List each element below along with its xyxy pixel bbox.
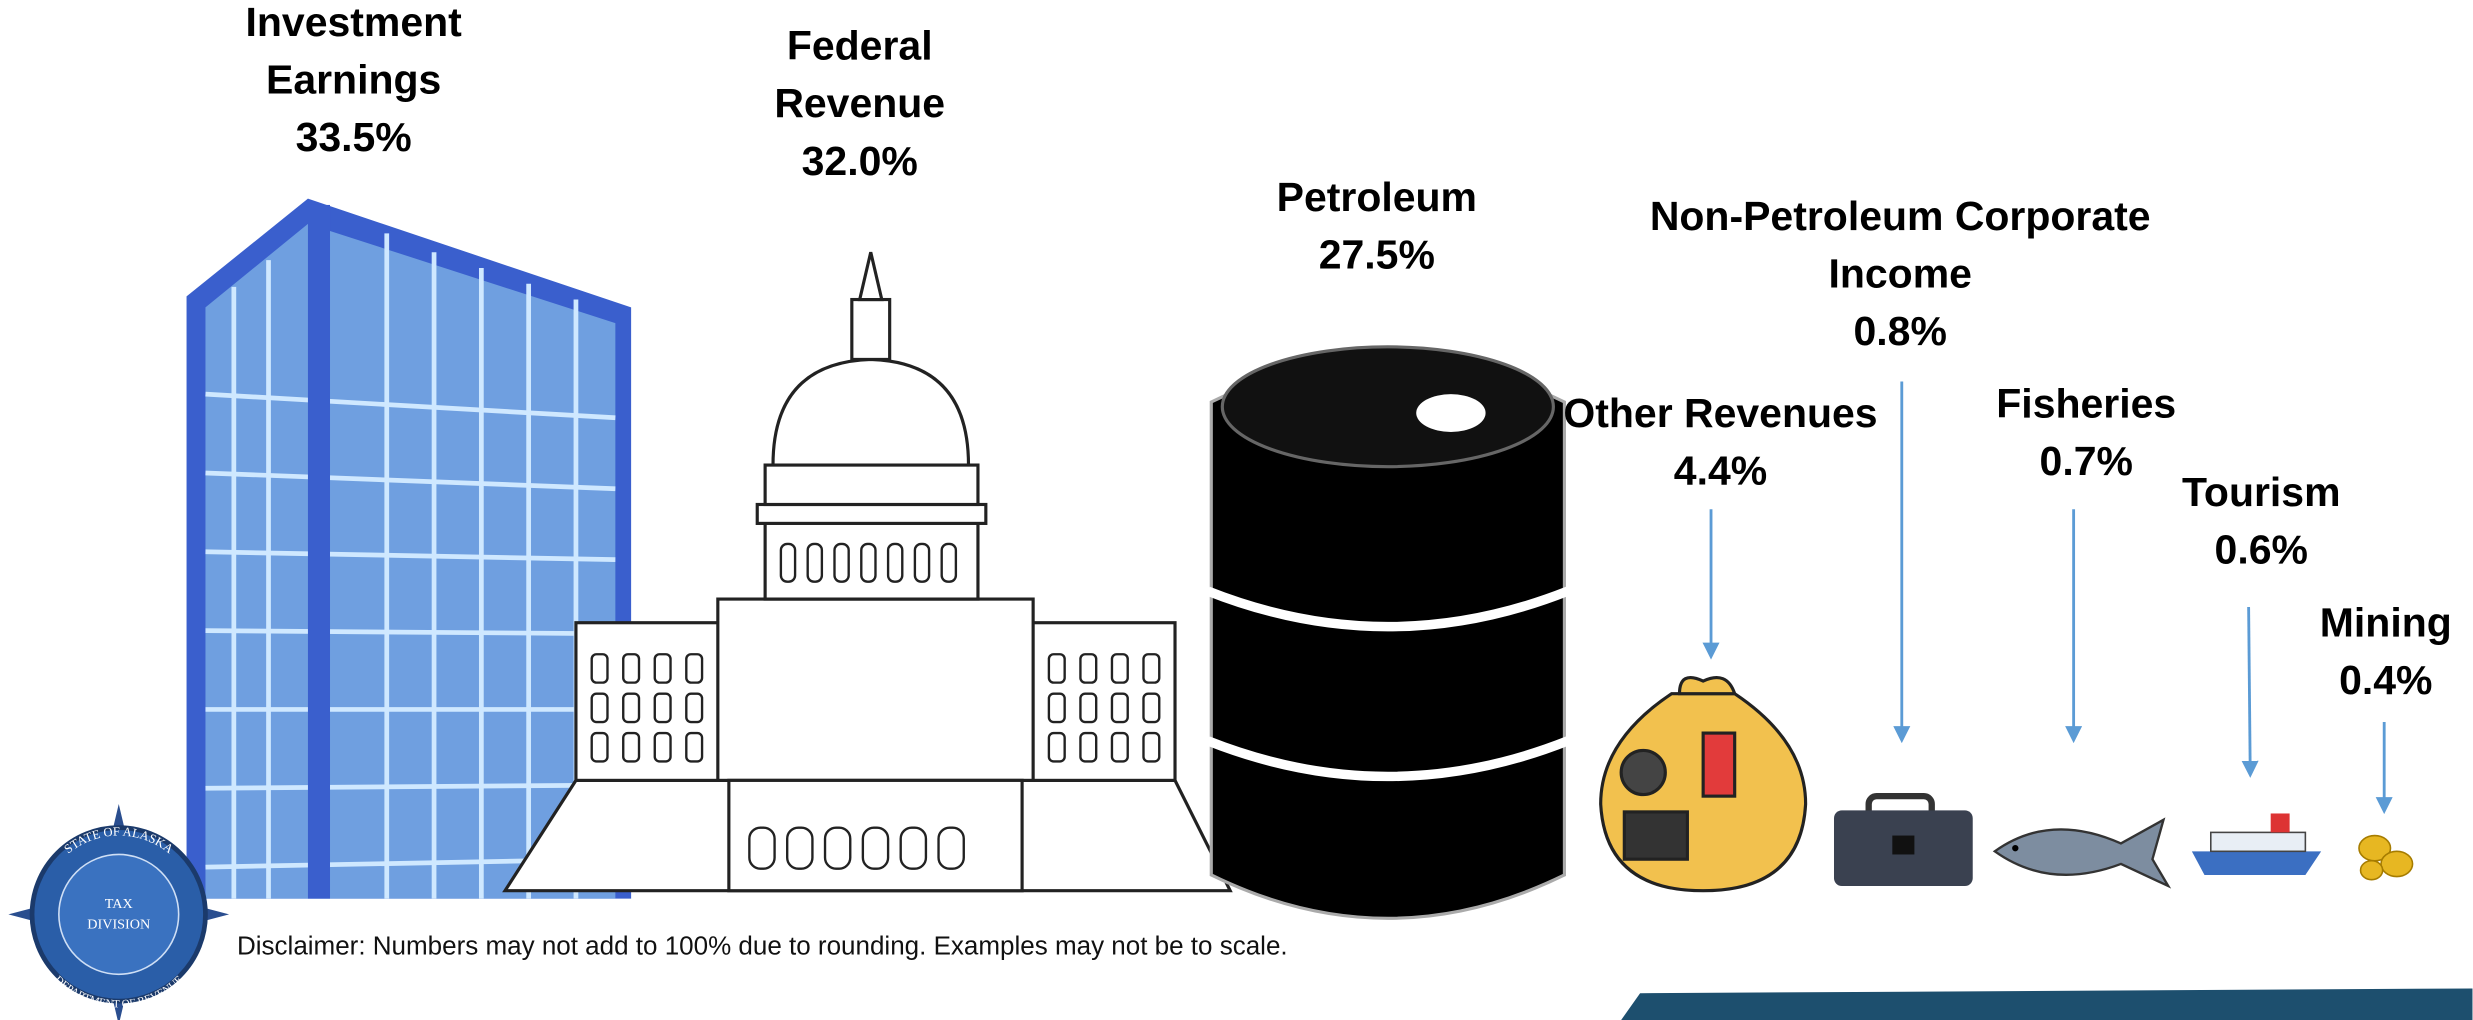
oil-barrel — [1206, 345, 1570, 920]
cruise-ship — [2191, 813, 2322, 875]
item-label: Petroleum — [1277, 174, 1477, 220]
office-building — [186, 198, 632, 899]
seal-center-text: TAX — [105, 896, 133, 912]
item-label: Non-Petroleum Corporate — [1650, 193, 2151, 239]
labels: Investment Earnings 33.5% Federal Revenue 32.… — [246, 0, 2452, 815]
capitol-building — [502, 251, 1233, 893]
tax-division-seal: STATE OF ALASKA DEPARTMENT OF REVENUE TA… — [8, 804, 230, 1020]
item-label: Tourism — [2182, 469, 2341, 515]
item-label: Mining — [2320, 600, 2452, 646]
seal-center-text: DIVISION — [87, 917, 150, 933]
item-value: 4.4% — [1674, 448, 1767, 494]
item-value: 0.8% — [1854, 308, 1947, 354]
item-label: Income — [1828, 251, 1971, 297]
footer-band — [1621, 988, 2473, 1020]
item-label: Revenue — [774, 80, 945, 126]
item-value: 0.7% — [2040, 438, 2133, 484]
money-bag — [1599, 676, 1808, 893]
item-value: 27.5% — [1319, 232, 1435, 278]
item-label: Earnings — [266, 57, 441, 103]
item-value: 32.0% — [802, 138, 918, 184]
disclaimer: Disclaimer: Numbers may not add to 100% … — [237, 930, 1288, 960]
item-value: 0.6% — [2215, 526, 2308, 572]
fish — [1992, 817, 2172, 889]
pointer-arrow — [2241, 606, 2259, 778]
gold-nuggets — [2358, 834, 2414, 881]
item-label: Fisheries — [1996, 381, 2176, 427]
item-value: 33.5% — [296, 114, 412, 160]
item-value: 0.4% — [2339, 657, 2432, 703]
briefcase — [1833, 792, 1973, 886]
item-label: Investment — [246, 0, 463, 45]
item-label: Other Revenues — [1563, 390, 1877, 436]
item-label: Federal — [787, 23, 933, 69]
